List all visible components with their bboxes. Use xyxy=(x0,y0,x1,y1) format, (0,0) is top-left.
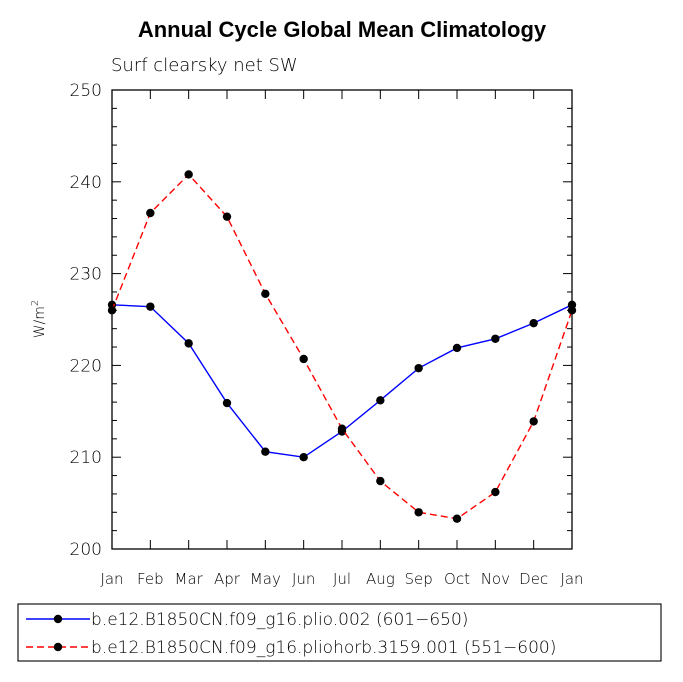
series-1-point xyxy=(261,447,270,456)
x-tick-label: Dec xyxy=(519,570,548,588)
series-1-point xyxy=(146,302,155,311)
x-tick-label: Jun xyxy=(292,570,315,588)
x-tick-label: May xyxy=(250,570,281,588)
x-tick-label: Mar xyxy=(175,570,204,588)
x-tick-label: Oct xyxy=(444,570,470,588)
series-2-point xyxy=(414,508,423,517)
series-2-point xyxy=(567,306,577,315)
series-1-point xyxy=(222,398,232,408)
series-1-point xyxy=(414,363,423,373)
x-tick-label: Jul xyxy=(333,570,351,588)
chart-subtitle: Surf clearsky net SW xyxy=(111,55,298,76)
y-tick-label: 230 xyxy=(70,265,102,285)
series-1-point xyxy=(452,343,462,353)
x-tick-label: Aug xyxy=(366,570,395,588)
plot-frame xyxy=(111,89,573,550)
series-2-point xyxy=(452,514,462,523)
series-layer xyxy=(107,170,577,523)
series-1-point xyxy=(376,396,385,405)
y-axis-tick-labels: 200 210 220 230 240 250 xyxy=(70,81,102,560)
x-axis-tick-labels: Jan Feb Mar Apr May Jun Jul Aug Sep Oct Nov Dec Jan xyxy=(100,570,583,588)
legend-marker-2 xyxy=(53,642,63,652)
series-1-point xyxy=(299,453,308,462)
legend-label-2: b.e12.B1850CN.f09_g16.pliohorb.3159.001 … xyxy=(91,638,556,658)
series-2-point xyxy=(107,306,117,315)
y-tick-label: 240 xyxy=(70,173,102,193)
y-tick-label: 220 xyxy=(70,356,102,376)
y-axis-label: W/m2 xyxy=(30,300,48,339)
chart-title: Annual Cycle Global Mean Climatology xyxy=(138,17,547,42)
x-axis-ticks xyxy=(111,90,573,549)
y-axis-ticks xyxy=(112,89,572,550)
legend-marker-1 xyxy=(53,614,63,624)
series-2-point xyxy=(376,476,385,486)
series-2-point xyxy=(299,354,308,364)
legend-box xyxy=(17,603,662,662)
x-tick-label: Apr xyxy=(214,570,241,588)
x-tick-label: Nov xyxy=(481,570,510,588)
series-2-point xyxy=(222,212,232,221)
y-tick-label: 210 xyxy=(70,448,102,468)
series-2-point xyxy=(184,170,193,179)
series-1-point xyxy=(529,318,538,328)
series-2-point xyxy=(337,424,347,433)
y-tick-label: 250 xyxy=(70,81,102,101)
series-line-2 xyxy=(111,173,573,520)
series-2-point xyxy=(261,289,270,298)
y-axis-label-text: W/m xyxy=(32,306,48,338)
x-tick-label: Sep xyxy=(405,570,433,588)
x-tick-label: Feb xyxy=(137,570,164,588)
x-tick-label: Jan xyxy=(100,570,123,588)
legend: b.e12.B1850CN.f09_g16.plio.002 (601−650)… xyxy=(26,610,556,658)
series-1-point xyxy=(491,334,500,343)
legend-label-1: b.e12.B1850CN.f09_g16.plio.002 (601−650) xyxy=(91,610,468,630)
x-tick-label: Jan xyxy=(560,570,583,588)
series-2-point xyxy=(491,487,500,497)
series-1-point xyxy=(184,339,193,348)
y-tick-label: 200 xyxy=(70,540,102,560)
y-axis-label-superscript: 2 xyxy=(30,300,41,306)
series-2-point xyxy=(146,208,155,218)
series-2-point xyxy=(529,417,538,426)
